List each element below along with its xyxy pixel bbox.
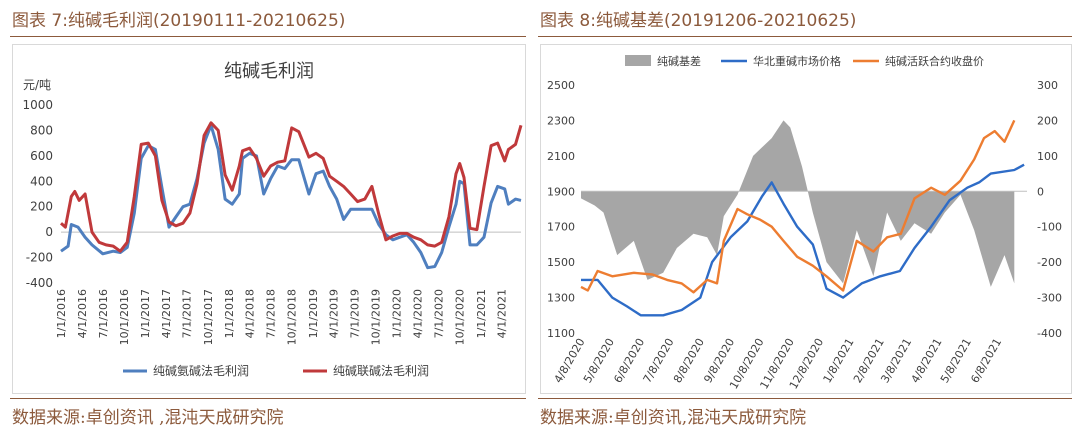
x-tick-label: 1/1/2019	[307, 289, 320, 338]
y-tick-label-right: -200	[1037, 256, 1062, 269]
y-tick-label-right: 200	[1037, 114, 1058, 127]
chart-panel-right: 2500 2300 2100 1900 1700 1500 1300 1100 300 200 10…	[540, 44, 1072, 394]
source-rule-right	[538, 398, 1072, 399]
legend-swatch	[625, 55, 651, 66]
source-left: 数据来源:卓创资讯 ,混沌天成研究院	[12, 408, 284, 428]
basis-area	[581, 120, 1015, 287]
x-tick-label: 4/1/2021	[495, 289, 508, 338]
x-tick-label: 1/1/2016	[55, 289, 68, 338]
legend-label: 纯碱基差	[657, 54, 701, 68]
y-tick-label-left: 2300	[547, 114, 575, 127]
x-tick-label: 10/1/2019	[370, 289, 383, 345]
y-tick-label-left: 2500	[547, 79, 575, 92]
x-tick-label: 7/1/2020	[433, 289, 446, 338]
legend-label: 纯碱氨碱法毛利润	[153, 364, 249, 378]
series-line-futures	[580, 119, 1016, 294]
x-tick-label: 7/1/2018	[265, 289, 278, 338]
y-tick-label-right: 300	[1037, 79, 1058, 92]
profit-chart: 纯碱毛利润元/吨10008006004002000-200-4001/1/201…	[22, 61, 523, 378]
legend-label: 华北重碱市场价格	[753, 54, 841, 68]
y-tick-label: 200	[30, 200, 53, 214]
y-tick-label: 600	[30, 149, 53, 163]
x-tick-label: 4/1/2018	[244, 289, 257, 338]
x-tick-label: 1/1/2020	[391, 289, 404, 338]
x-tick-label: 6/8/2021	[968, 336, 1004, 385]
source-right: 数据来源:卓创资讯,混沌天成研究院	[540, 408, 807, 428]
y-tick-label-right: -300	[1037, 292, 1062, 305]
y-tick-label-right: 0	[1037, 185, 1044, 198]
x-tick-label: 4/1/2020	[412, 289, 425, 338]
chart-panel-left: 纯碱毛利润 元/吨 1000 800 600 400 200 0 -200 -400 1/1/201…	[12, 44, 526, 394]
basis-chart: 2500 2300 2100 1900 1700 1500 1300 1100 300 200 10…	[547, 54, 1062, 391]
y-tick-label: 0	[45, 225, 53, 239]
chart-title: 纯碱毛利润	[224, 61, 314, 82]
x-tick-label: 4/1/2017	[160, 289, 173, 338]
series-line-north-price	[581, 163, 1025, 317]
x-tick-label: 10/1/2020	[454, 289, 467, 345]
source-rule-left	[10, 398, 526, 399]
series-line-ammonia	[60, 123, 522, 270]
title-rule-left	[10, 36, 526, 37]
x-tick-label: 7/1/2017	[181, 289, 194, 338]
figure-title-right: 图表 8:纯碱基差(20191206-20210625)	[540, 11, 857, 31]
y-tick-label-right: -400	[1037, 327, 1062, 340]
y-tick-label: 800	[30, 123, 53, 137]
x-tick-label: 7/1/2019	[348, 289, 361, 338]
y-tick-label: 1000	[22, 98, 53, 112]
y-tick-label-left: 1100	[547, 327, 575, 340]
y-tick-label: -200	[26, 251, 53, 265]
x-tick-label: 1/1/2018	[223, 289, 236, 338]
x-tick-label: 10/1/2018	[286, 289, 299, 345]
legend-label: 纯碱活跃合约收盘价	[885, 54, 984, 68]
y-tick-label-right: 100	[1037, 150, 1058, 163]
legend-label: 纯碱联碱法毛利润	[333, 364, 429, 378]
x-tick-label: 1/1/2021	[475, 289, 488, 338]
y-tick-label-left: 1300	[547, 292, 575, 305]
x-tick-label: 10/1/2017	[202, 289, 215, 345]
y-tick-label-left: 1700	[547, 221, 575, 234]
x-tick-label: 7/1/2016	[97, 289, 110, 338]
title-rule-right	[538, 36, 1072, 37]
y-tick-label: -400	[26, 276, 53, 290]
y-tick-label-left: 1500	[547, 256, 575, 269]
y-tick-label-left: 2100	[547, 150, 575, 163]
x-tick-label: 10/1/2016	[118, 289, 131, 345]
x-tick-label: 1/1/2017	[139, 289, 152, 338]
y-tick-label: 400	[30, 174, 53, 188]
y-tick-label-right: -100	[1037, 221, 1062, 234]
series-line-joint	[60, 121, 523, 253]
x-tick-label: 4/1/2016	[76, 289, 89, 338]
x-tick-label: 4/1/2019	[328, 289, 341, 338]
figure-title-left: 图表 7:纯碱毛利润(20190111-20210625)	[12, 11, 346, 31]
y-tick-label-left: 1900	[547, 185, 575, 198]
y-axis-label: 元/吨	[23, 78, 51, 92]
